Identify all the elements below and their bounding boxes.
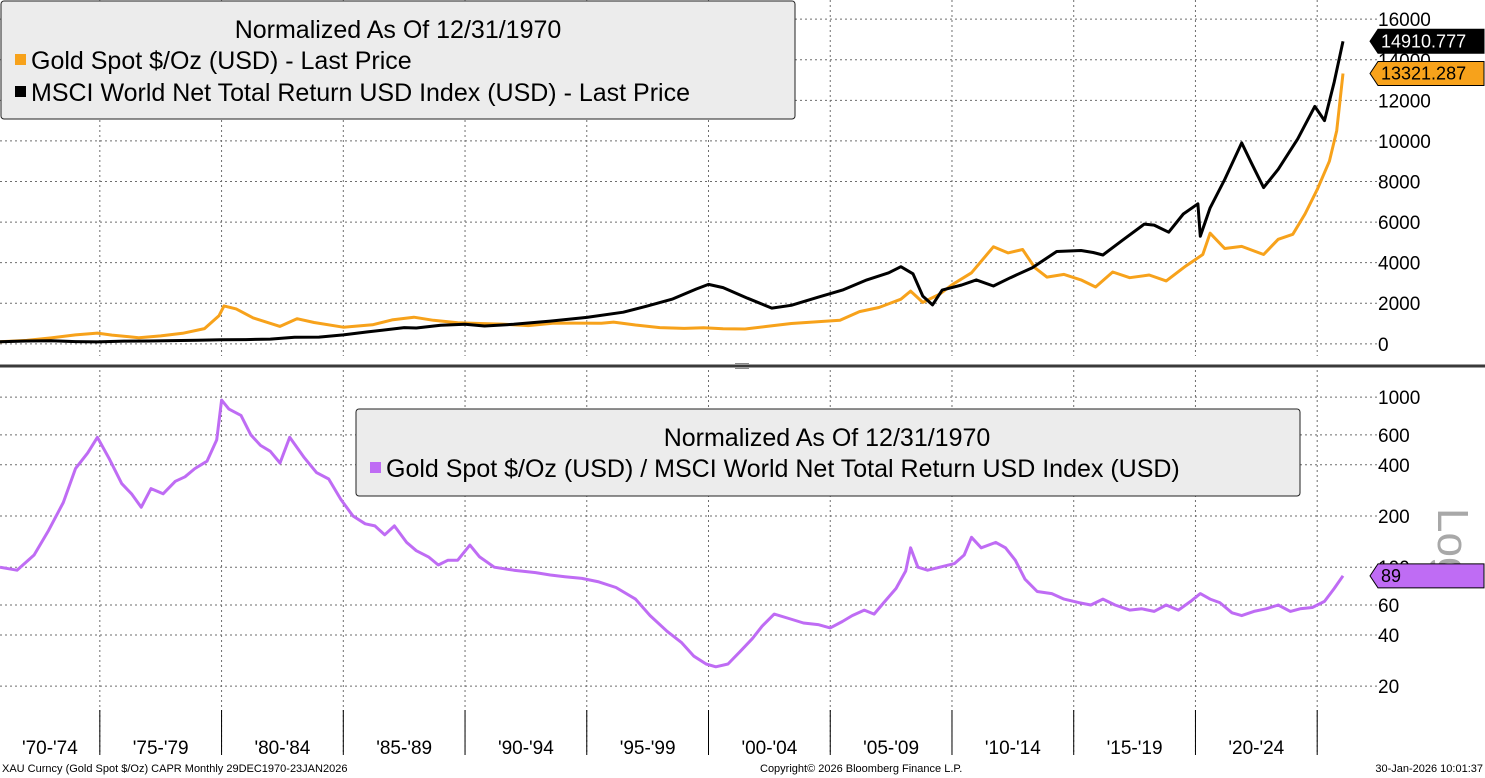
bottom-y-tick-label: 40 <box>1378 626 1399 647</box>
top-y-tick-label: 12000 <box>1378 91 1431 112</box>
ratio-legend-swatch <box>370 462 381 473</box>
gold-legend-swatch <box>15 54 26 65</box>
x-axis-gridlines <box>99 0 1318 755</box>
bottom-y-tick-label: 60 <box>1378 596 1399 617</box>
msci-last-value-badge: 14910.777 <box>1381 31 1466 51</box>
bottom-y-tick-label: 20 <box>1378 677 1399 698</box>
top-y-tick-label: 2000 <box>1378 294 1420 315</box>
top-y-tick-label: 6000 <box>1378 213 1420 234</box>
gold-last-value-badge: 13321.287 <box>1381 64 1466 84</box>
top-y-tick-label: 8000 <box>1378 173 1420 194</box>
x-tick-label: '80-'84 <box>254 738 310 759</box>
x-tick-label: '95-'99 <box>620 738 676 759</box>
gold-msci-ratio-line <box>0 398 1345 669</box>
x-tick-label: '75-'79 <box>133 738 189 759</box>
top-legend-title: Normalized As Of 12/31/1970 <box>235 16 562 44</box>
bottom-legend[interactable]: Normalized As Of 12/31/1970 Gold Spot $/… <box>355 408 1301 497</box>
top-y-tick-label: 0 <box>1378 335 1389 356</box>
bottom-y-axis-ticks: 2040601002004006001000 <box>1378 388 1420 698</box>
top-legend[interactable]: Normalized As Of 12/31/1970 Gold Spot $/… <box>0 0 796 120</box>
x-tick-label: '05-'09 <box>863 738 919 759</box>
footer-timestamp: 30-Jan-2026 10:01:37 <box>1375 763 1483 775</box>
x-tick-label: '15-'19 <box>1107 738 1163 759</box>
last-value-badges: 14910.777 13321.287 89 <box>1369 28 1485 589</box>
x-tick-label: '90-'94 <box>498 738 554 759</box>
bottom-y-tick-label: 600 <box>1378 426 1410 447</box>
ratio-legend-label: Gold Spot $/Oz (USD) / MSCI World Net To… <box>386 455 1180 483</box>
x-tick-label: '00-'04 <box>741 738 797 759</box>
msci-legend-swatch <box>15 86 26 97</box>
gold-legend-label: Gold Spot $/Oz (USD) - Last Price <box>31 47 412 75</box>
gold-last-value-badge-shape <box>1369 61 1485 87</box>
gold-price-line <box>0 73 1345 344</box>
msci-legend-label: MSCI World Net Total Return USD Index (U… <box>31 79 690 107</box>
x-axis-ticks: '70-'74 '75-'79 '80-'84 '85-'89 '90-'94 '95-'… <box>22 738 1285 759</box>
x-tick-label: '10-'14 <box>985 738 1041 759</box>
bottom-y-tick-label: 400 <box>1378 456 1410 477</box>
msci-world-line <box>0 40 1345 344</box>
footer-source: XAU Curncy (Gold Spot $/Oz) CAPR Monthly… <box>2 763 348 775</box>
footer-copyright: Copyright© 2026 Bloomberg Finance L.P. <box>760 763 963 775</box>
top-y-axis-ticks: 0200040006000800010000120001400016000 <box>1378 10 1431 356</box>
bottom-panel-series <box>0 398 1345 669</box>
x-tick-label: '70-'74 <box>22 738 78 759</box>
ratio-last-value-badge: 89 <box>1381 566 1401 586</box>
msci-last-value-badge-shape <box>1369 28 1485 54</box>
top-y-tick-label: 16000 <box>1378 10 1431 31</box>
bottom-y-tick-label: 1000 <box>1378 388 1420 409</box>
top-panel-series <box>0 40 1345 344</box>
bottom-legend-title: Normalized As Of 12/31/1970 <box>664 424 991 452</box>
top-y-tick-label: 10000 <box>1378 132 1431 153</box>
bottom-y-tick-label: 200 <box>1378 507 1410 528</box>
top-y-tick-label: 4000 <box>1378 254 1420 275</box>
ratio-last-value-badge-shape <box>1369 563 1485 589</box>
x-tick-label: '85-'89 <box>376 738 432 759</box>
x-tick-label: '20-'24 <box>1228 738 1284 759</box>
